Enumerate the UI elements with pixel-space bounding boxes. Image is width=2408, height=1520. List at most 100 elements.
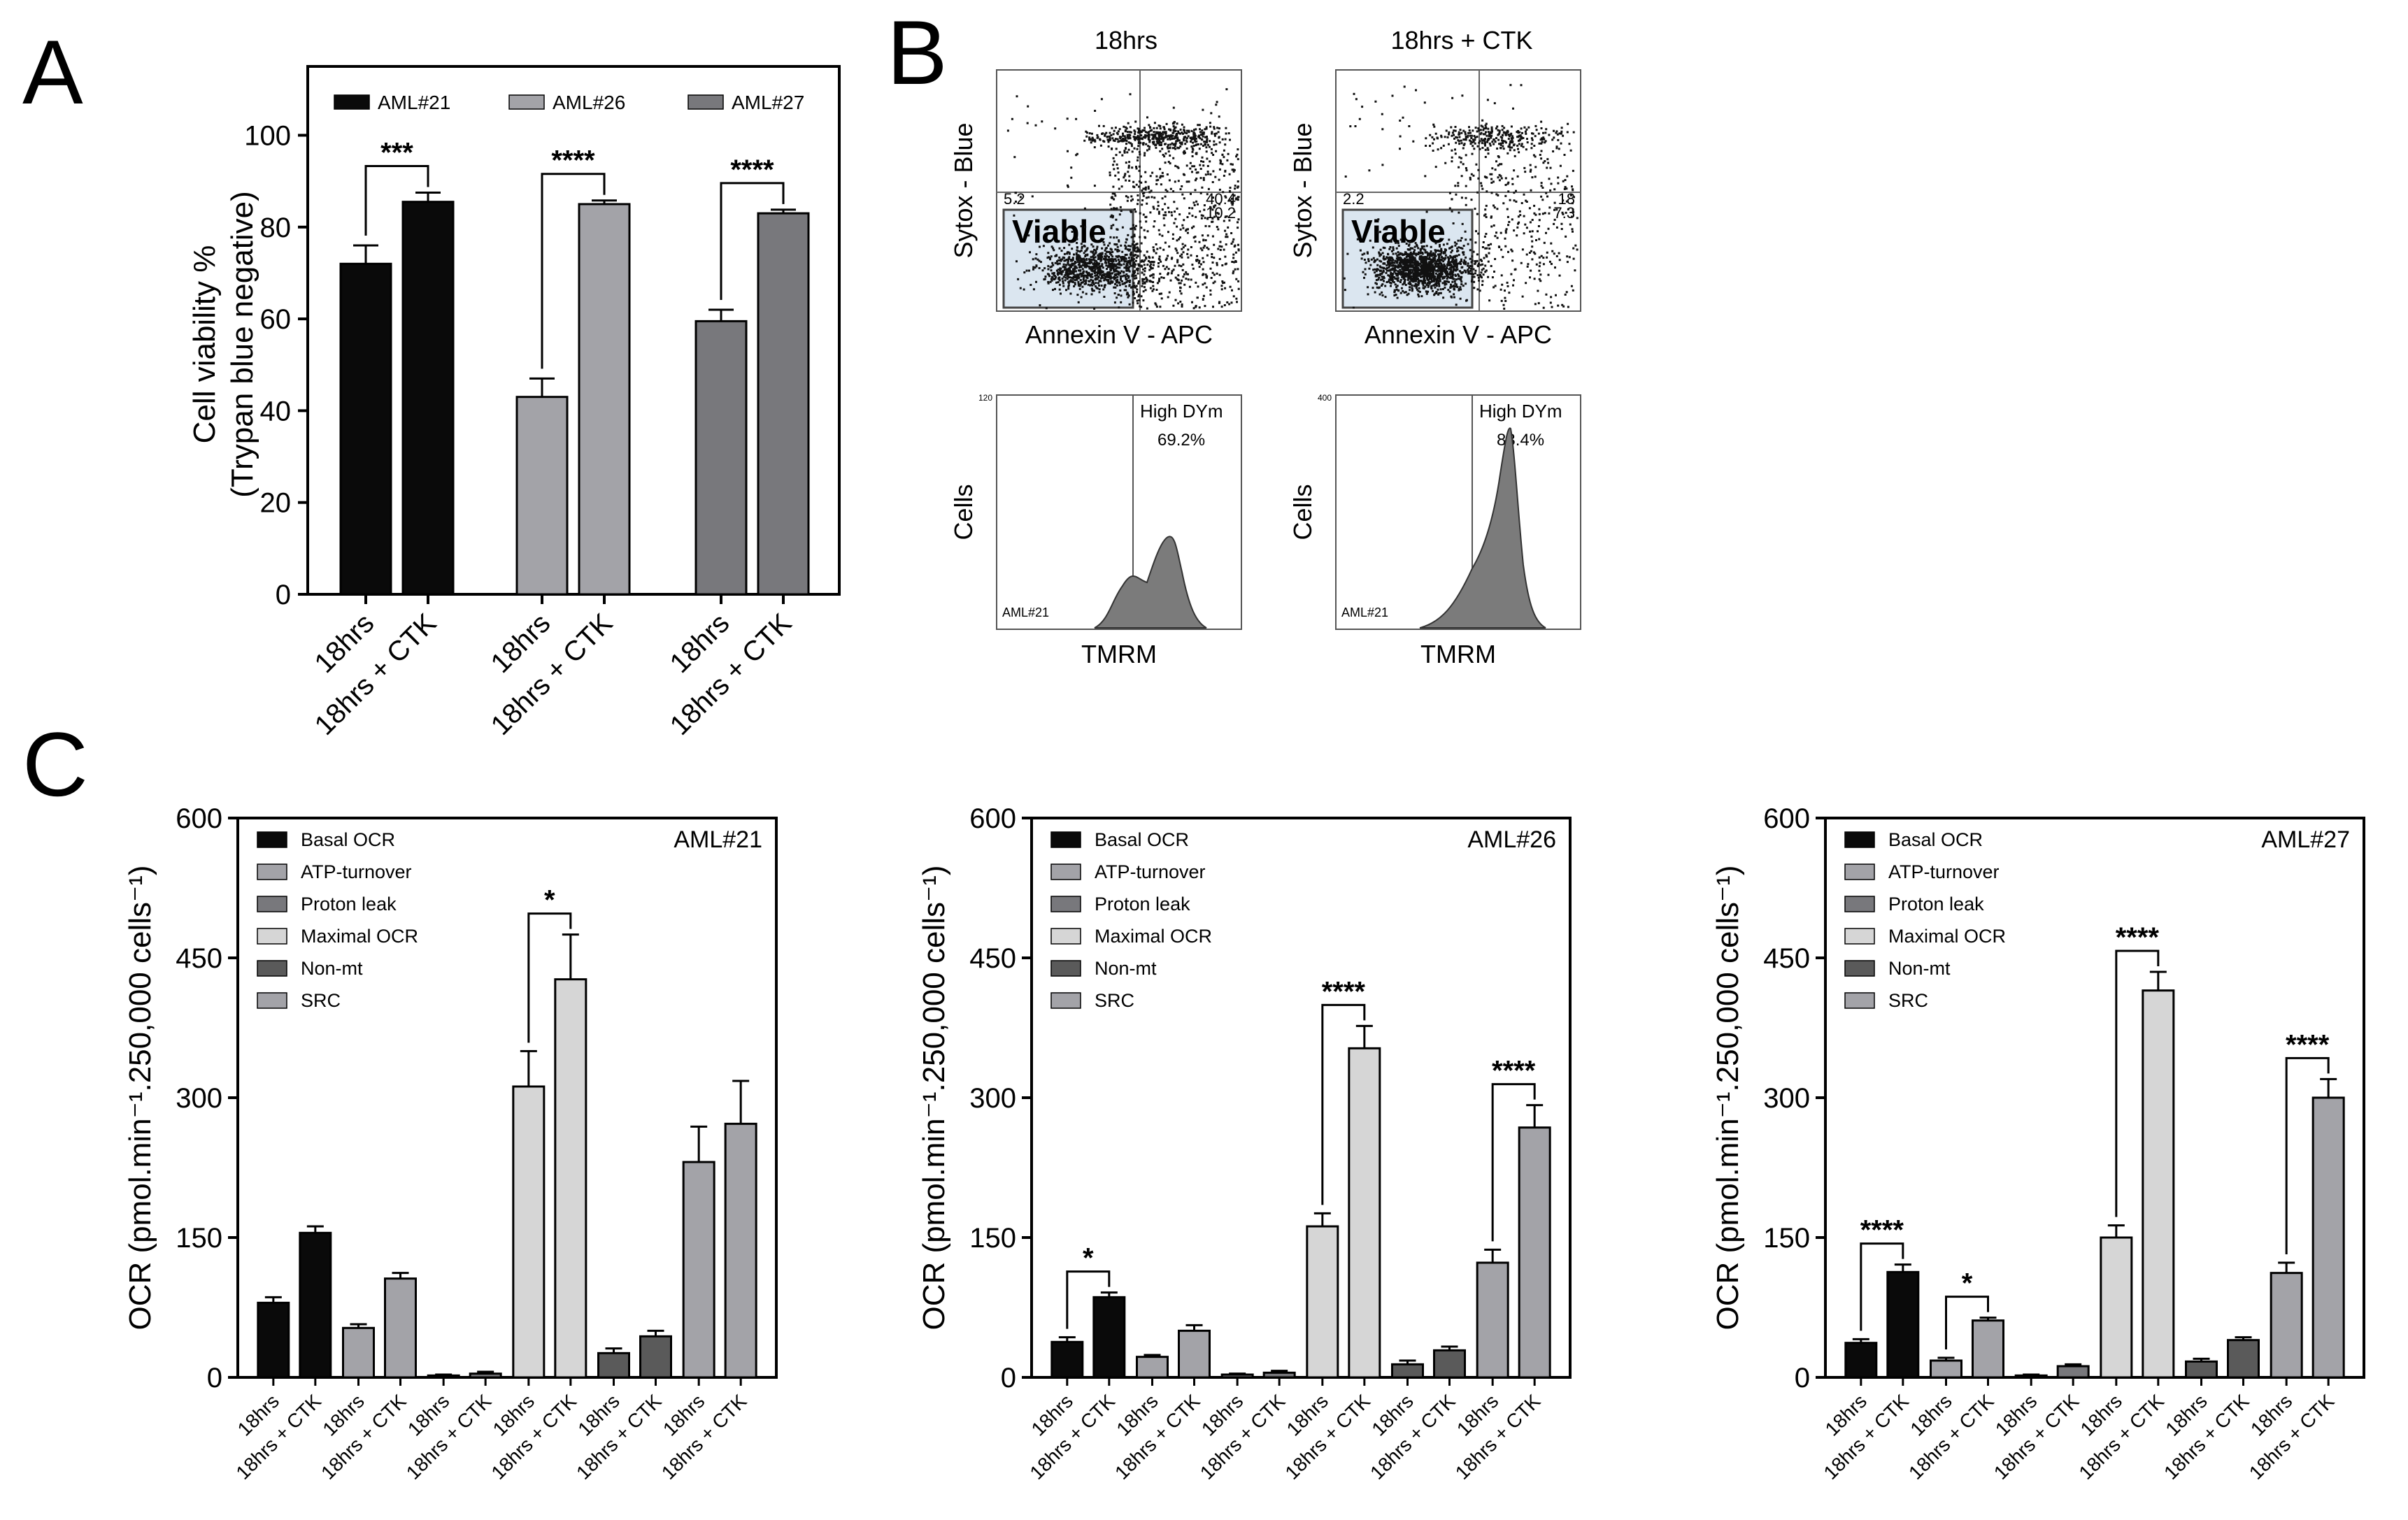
significance-bracket	[2285, 1056, 2330, 1254]
panel-letter-b: B	[887, 1, 948, 103]
bar	[682, 1161, 715, 1379]
bar	[724, 1122, 757, 1379]
histogram-ymax: 400	[1318, 393, 1332, 403]
y-tick-label: 40	[260, 396, 292, 426]
scatter-x-label: Annexin V - APC	[1025, 320, 1213, 349]
scatter-events	[1006, 88, 1240, 310]
y-tick-label: 100	[244, 120, 291, 151]
bar	[515, 396, 569, 596]
histogram-x-label: TMRM	[1420, 640, 1496, 668]
significance-label: *	[1962, 1268, 1973, 1299]
significance-bracket	[541, 173, 606, 369]
quadrant-value: 7.3	[1553, 204, 1575, 222]
legend-label: Non-mt	[301, 958, 363, 979]
histogram-gate-label: High DYm	[1479, 401, 1562, 422]
significance-label: *	[544, 885, 555, 916]
legend-label: Basal OCR	[1095, 829, 1189, 850]
bar	[1972, 1319, 2004, 1379]
significance-label: ****	[2116, 922, 2160, 953]
legend-swatch	[1050, 896, 1081, 912]
legend-label: Proton leak	[1888, 894, 1984, 915]
panel-letter-a: A	[22, 21, 83, 123]
legend-label: Maximal OCR	[1888, 926, 2006, 947]
scatter-y-label: Sytox - Blue	[1288, 122, 1317, 258]
legend-label: SRC	[301, 990, 341, 1011]
bar	[1476, 1261, 1509, 1379]
scatter-events	[1343, 84, 1579, 310]
bar	[2142, 989, 2175, 1379]
condition-title: 18hrs + CTK	[1390, 26, 1532, 55]
bar	[342, 1326, 375, 1379]
bar	[554, 978, 587, 1379]
y-tick-label: 450	[1763, 943, 1810, 974]
significance-label: *	[1083, 1243, 1094, 1274]
legend-swatch	[1050, 960, 1081, 977]
legend-swatch	[1050, 928, 1081, 945]
legend-label: SRC	[1095, 990, 1134, 1011]
bar	[1433, 1349, 1466, 1379]
legend-swatch	[1050, 992, 1081, 1009]
y-tick-label: 80	[260, 213, 292, 243]
significance-bracket	[364, 165, 429, 236]
scatter-x-label: Annexin V - APC	[1365, 320, 1552, 349]
y-tick-label: 300	[969, 1083, 1016, 1114]
quadrant-value: 40.4	[1206, 190, 1236, 208]
legend-label: Non-mt	[1095, 958, 1157, 979]
scatter-y-label: Sytox - Blue	[949, 122, 978, 258]
histogram-y-label: Cells	[949, 484, 978, 540]
y-tick-label: 20	[260, 488, 292, 519]
significance-label: ***	[380, 138, 413, 169]
legend-swatch	[688, 94, 724, 110]
histogram-x-label: TMRM	[1081, 640, 1157, 668]
ocr-chart-1: 0 150 300 450 600 OCR (pmol.min⁻¹.250,000 cel…	[123, 803, 778, 1484]
bar	[1348, 1047, 1381, 1379]
legend-label: Proton leak	[301, 894, 397, 915]
y-tick-label: 600	[1763, 803, 1810, 834]
quadrant-value: 5.2	[1004, 190, 1025, 208]
y-tick-label: 60	[260, 304, 292, 335]
bar	[2056, 1365, 2090, 1379]
y-axis-label: Cell viability % (Trypan blue negative)	[187, 191, 259, 498]
y-tick-label: 600	[969, 803, 1016, 834]
bar	[1050, 1340, 1084, 1379]
legend-label: Basal OCR	[1888, 829, 1983, 850]
bar	[578, 203, 631, 596]
legend-label: AML#27	[732, 92, 804, 113]
significance-label: ****	[2286, 1029, 2330, 1060]
bar	[597, 1351, 630, 1379]
histogram-ymax: 120	[978, 393, 992, 403]
y-tick-label: 450	[176, 943, 222, 974]
histogram-sample-label: AML#21	[1002, 605, 1049, 619]
bar	[2227, 1339, 2260, 1379]
y-tick-label: 0	[207, 1363, 222, 1393]
bar	[469, 1372, 502, 1379]
panel-letter-c: C	[22, 713, 88, 815]
bar	[757, 212, 810, 596]
chart-title: AML#26	[1467, 826, 1556, 853]
significance-bracket	[2115, 949, 2160, 1217]
histogram-gate-label: High DYm	[1140, 401, 1223, 422]
bar	[1518, 1126, 1551, 1379]
quadrant-value: 2.2	[1343, 190, 1365, 208]
legend-swatch	[1844, 928, 1875, 945]
viable-gate-label: Viable	[1012, 213, 1106, 250]
y-axis-label-line2: (Trypan blue negative)	[225, 191, 259, 498]
bar	[2185, 1360, 2218, 1379]
significance-label: ****	[551, 145, 595, 176]
y-tick-label: 300	[176, 1083, 222, 1114]
legend-label: Maximal OCR	[1095, 926, 1212, 947]
bar	[2311, 1096, 2345, 1379]
y-tick-label: 450	[969, 943, 1016, 974]
quadrant-value: 18	[1558, 190, 1575, 208]
legend-swatch	[257, 992, 287, 1009]
bar	[257, 1301, 290, 1379]
y-tick-label: 150	[969, 1223, 1016, 1254]
legend-label: AML#26	[553, 92, 625, 113]
legend-label: Non-mt	[1888, 958, 1951, 979]
significance-bracket	[527, 912, 572, 1043]
bar	[2100, 1236, 2133, 1379]
scatter-dots	[1343, 84, 1579, 310]
y-tick-label: 0	[1795, 1363, 1810, 1393]
legend-swatch	[1844, 831, 1875, 848]
